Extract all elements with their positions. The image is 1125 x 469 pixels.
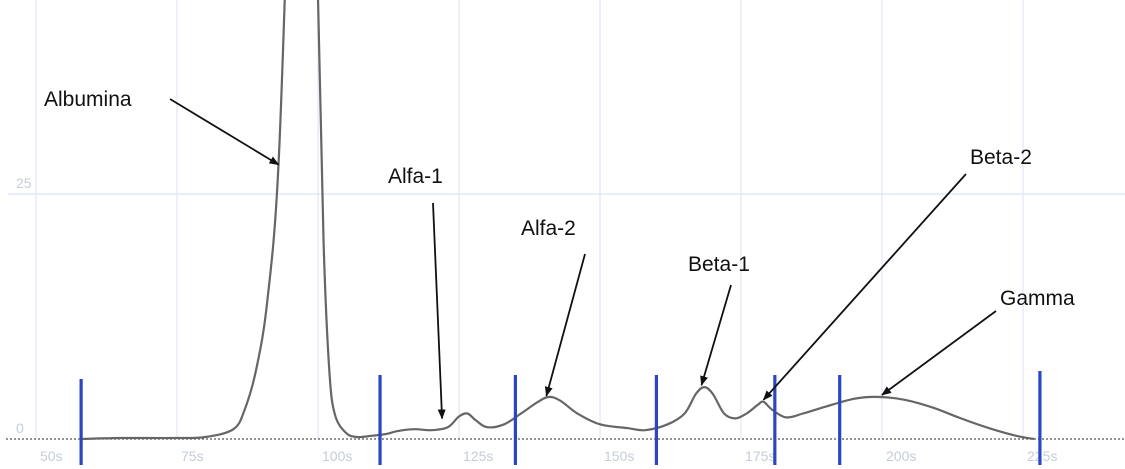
annotation-arrow-beta-2 xyxy=(762,173,967,401)
annotation-arrow-beta-1 xyxy=(700,284,732,387)
y-tick-label: 25 xyxy=(16,175,32,191)
x-tick-label: 225s xyxy=(1027,448,1057,464)
annotation-label-gamma: Gamma xyxy=(1000,287,1075,310)
annotation-arrow-alfa-1 xyxy=(432,202,446,420)
x-tick-label: 50s xyxy=(40,448,63,464)
x-tick-label: 75s xyxy=(181,448,204,464)
x-tick-label: 175s xyxy=(745,448,775,464)
y-tick-label: 0 xyxy=(16,420,24,436)
annotation-arrow-alfa-2 xyxy=(544,253,586,397)
annotation-label-alfa-2: Alfa-2 xyxy=(521,217,576,240)
series-curve xyxy=(81,0,1035,441)
annotation-arrow-gamma xyxy=(881,310,997,396)
x-tick-label: 150s xyxy=(604,448,634,464)
annotation-label-albumina: Albumina xyxy=(44,88,132,111)
annotation-label-beta-1: Beta-1 xyxy=(688,253,750,276)
grid xyxy=(8,0,1125,439)
fraction-dividers xyxy=(79,371,1042,465)
annotation-label-alfa-1: Alfa-1 xyxy=(388,165,443,188)
x-tick-label: 200s xyxy=(886,448,916,464)
x-tick-label: 100s xyxy=(322,448,352,464)
annotations: Albumina Alfa-1 Alfa-2 Beta-1 Beta-2 Gamma xyxy=(44,88,1075,420)
annotation-arrow-albumina xyxy=(169,98,280,166)
y-tick-labels: 0 25 xyxy=(16,175,32,436)
x-tick-labels: 50s 75s 100s 125s 150s 175s 200s 225s xyxy=(40,448,1057,464)
annotation-label-beta-2: Beta-2 xyxy=(970,146,1032,169)
x-tick-label: 125s xyxy=(463,448,493,464)
